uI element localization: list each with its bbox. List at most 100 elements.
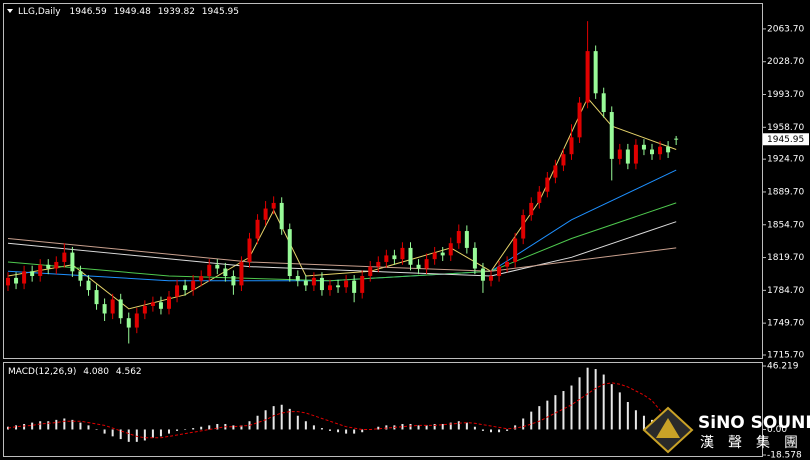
candle-body <box>408 247 413 265</box>
candle-body <box>303 280 308 286</box>
candle-body <box>368 266 373 277</box>
candle-body <box>432 252 437 260</box>
macd-bar <box>530 411 533 430</box>
macd-bar <box>441 423 444 430</box>
candle-body <box>6 277 10 286</box>
candle-body <box>617 149 622 159</box>
macd-bar <box>610 384 613 430</box>
candle-body <box>183 285 188 291</box>
macd-bar <box>79 422 82 430</box>
candle-body <box>215 264 220 269</box>
macd-title: MACD(12,26,9) <box>8 367 76 377</box>
candle-body <box>94 290 99 305</box>
macd-bar <box>176 429 179 431</box>
candle-body <box>239 261 244 286</box>
candle-body <box>360 276 365 293</box>
macd-bar <box>200 426 203 430</box>
candle-body <box>134 313 139 328</box>
candle-body <box>126 318 131 328</box>
candle-body <box>287 229 292 277</box>
logo-chinese: 聲 <box>728 434 742 451</box>
candle-body <box>537 191 542 203</box>
header-low: 1939.82 <box>158 7 195 17</box>
macd-bar <box>103 429 106 434</box>
collapse-arrow[interactable] <box>7 9 13 13</box>
macd-bar <box>280 404 283 430</box>
candle-body <box>376 261 381 267</box>
macd-bar <box>31 422 34 430</box>
macd-bar <box>481 429 484 431</box>
candle-body <box>352 280 357 293</box>
macd-bar <box>602 374 605 430</box>
macd-bar <box>312 425 315 430</box>
y-tick-label: 1784.70 <box>767 286 804 296</box>
y-tick-label: 2063.70 <box>767 24 804 34</box>
candle-body <box>247 238 252 262</box>
y-tick-label: -18.578 <box>767 451 802 460</box>
macd-bar <box>554 395 557 430</box>
macd-bar <box>417 425 420 430</box>
macd-bar <box>151 429 154 438</box>
candle-body <box>513 238 518 262</box>
candle-body <box>22 271 27 284</box>
macd-panel-frame <box>3 362 763 457</box>
logo-name: SiNO SOUND <box>698 413 810 433</box>
macd-bar <box>433 423 436 430</box>
macd-bar <box>594 369 597 430</box>
candle-body <box>489 276 493 281</box>
candle-body <box>38 264 43 277</box>
candle-body <box>46 264 51 269</box>
candle-body <box>521 215 526 239</box>
macd-bar <box>184 429 187 430</box>
macd-bar <box>337 429 340 433</box>
candle-body <box>328 285 332 291</box>
macd-bar <box>168 429 170 434</box>
macd-bar <box>409 423 412 430</box>
macd-bar <box>296 415 299 430</box>
y-tick-label: 1854.70 <box>767 220 804 230</box>
macd-bar <box>498 429 501 433</box>
candle-body <box>86 280 91 291</box>
macd-bar <box>192 428 195 430</box>
macd-bar <box>135 429 138 442</box>
macd-bar <box>272 406 275 430</box>
candle-body <box>54 261 59 269</box>
candle-body <box>658 146 663 155</box>
candle-body <box>472 247 477 269</box>
macd-bar <box>642 415 645 430</box>
header-close: 1945.95 <box>202 7 239 17</box>
candle-body <box>505 261 510 267</box>
macd-bar <box>111 429 114 437</box>
macd-bar <box>538 406 541 430</box>
y-tick-label: 1889.70 <box>767 187 804 197</box>
candle-body <box>255 219 260 239</box>
candle-body <box>62 252 67 262</box>
candle-body <box>263 208 268 220</box>
macd-bar <box>546 400 549 430</box>
candle-body <box>601 93 606 113</box>
candle-body <box>118 299 123 319</box>
macd-bar <box>562 391 565 430</box>
candle-body <box>199 276 204 281</box>
macd-bar <box>288 408 291 430</box>
macd-bar <box>127 429 130 442</box>
macd-bar <box>240 425 243 430</box>
candle-body <box>392 255 397 260</box>
macd-bar <box>377 426 380 430</box>
price-panel-frame <box>3 3 763 359</box>
macd-bar <box>626 402 629 430</box>
symbol: LLG,Daily <box>18 7 61 17</box>
y-tick-label: 1924.70 <box>767 155 804 165</box>
macd-bar <box>87 425 90 430</box>
current-price: 1945.95 <box>767 135 804 145</box>
macd-bar <box>15 425 18 430</box>
candle-body <box>609 112 614 159</box>
current-price-box <box>763 133 809 146</box>
candle-body <box>561 154 566 166</box>
macd-bar <box>39 421 42 430</box>
candle-body <box>545 177 550 192</box>
macd-bar <box>353 429 356 434</box>
macd-bar <box>208 425 211 430</box>
